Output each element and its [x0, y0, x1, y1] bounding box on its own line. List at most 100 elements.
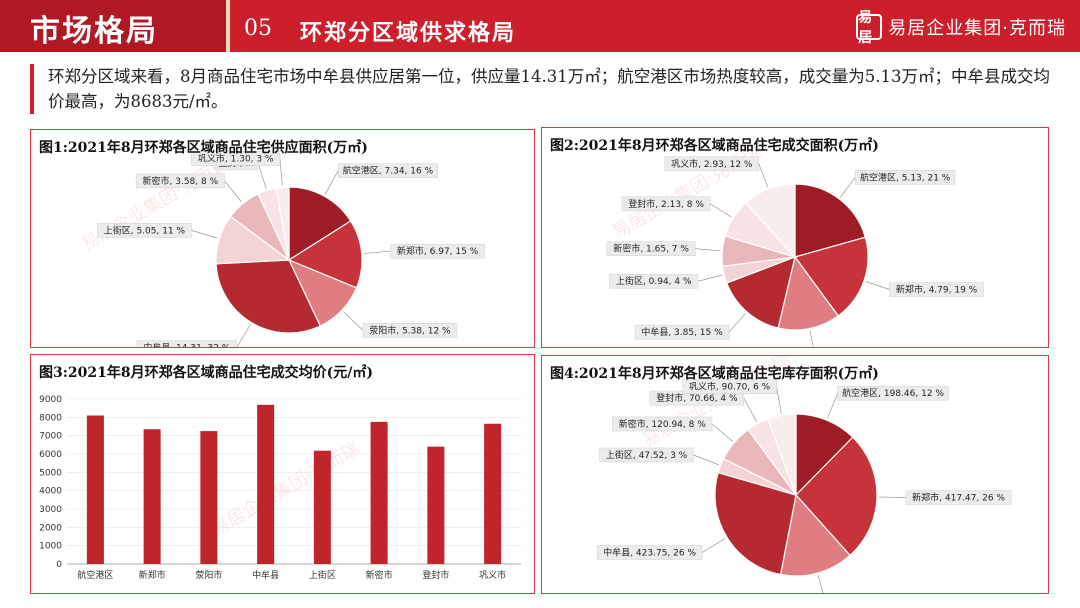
data-label-box — [362, 323, 458, 338]
bar — [370, 421, 388, 564]
leader-line — [776, 386, 782, 414]
leader-line — [743, 397, 757, 423]
data-label: 中牟县, 3.85, 15 % — [641, 326, 723, 338]
section-number: 05 — [244, 16, 272, 41]
x-tick-label: 上街区 — [309, 569, 336, 581]
leader-line — [865, 281, 890, 290]
data-label: 登封市, 70.66, 4 % — [656, 392, 738, 404]
x-tick-label: 新密市 — [366, 569, 393, 581]
leader-line — [363, 250, 391, 254]
bar — [427, 446, 445, 564]
pie-slice — [794, 236, 869, 317]
chart-panel-supply: 易居企业集团·克而瑞 航空港区, 7.34, 16 % 新郑市, 6.97, 15… — [30, 129, 535, 348]
pie-slice — [744, 183, 796, 259]
data-label: 中牟县, 14.31, 32 % — [143, 342, 231, 348]
data-label-box — [337, 163, 439, 178]
leader-line — [695, 248, 721, 252]
leader-line — [809, 330, 814, 347]
chart-title: 图4:2021年8月环郑各区域商品住宅库存面积(万㎡) — [550, 366, 879, 382]
price-bar-chart: 0 1000 2000 3000 4000 5000 6000 7000 8000 9000 航空港… — [39, 395, 521, 581]
data-label: 荥阳市, 5.38, 12 % — [369, 324, 451, 336]
leader-line — [817, 574, 824, 593]
y-tick-label: 2000 — [39, 523, 62, 533]
data-label-box — [136, 340, 237, 347]
leader-line — [191, 230, 218, 239]
chart-panel-inventory: 易居企业集团·克而瑞 航空港区, 198.46, 12 %新郑市, 417.47… — [541, 355, 1049, 594]
bar — [143, 429, 161, 564]
data-label: 上街区, 5.05, 11 % — [104, 224, 186, 236]
leader-line — [702, 538, 726, 553]
x-tick-label: 新郑市 — [139, 569, 166, 581]
leader-line — [878, 496, 906, 498]
y-tick-label: 1000 — [39, 542, 62, 552]
logo-mark-icon: 易居 — [856, 10, 883, 46]
data-label: 航空港区, 7.34, 16 % — [343, 165, 434, 177]
bar — [86, 415, 104, 564]
data-label: 新密市, 120.94, 8 % — [619, 418, 707, 430]
leader-line — [710, 203, 732, 218]
pie-slice — [795, 413, 854, 497]
logo-text: 易居企业集团·克而瑞 — [888, 18, 1066, 39]
y-tick-label: 0 — [56, 560, 62, 570]
data-label-box — [905, 490, 1012, 505]
bar — [484, 423, 502, 564]
data-label: 航空港区, 5.13, 21 % — [860, 171, 951, 183]
data-label: 登封市, 2.13, 8 % — [628, 198, 704, 210]
chart-title: 图3:2021年8月环郑各区域商品住宅成交均价(元/㎡) — [39, 365, 373, 381]
data-label-box — [390, 243, 485, 259]
data-label: 巩义市, 2.93, 12 % — [671, 158, 753, 170]
data-label-box — [135, 173, 225, 189]
data-label-box — [682, 379, 777, 394]
data-label: 巩义市, 1.30, 3 % — [198, 152, 274, 164]
summary-accent — [30, 64, 34, 114]
leader-line — [697, 274, 723, 282]
chart-title: 图1:2021年8月环郑各区域商品住宅供应面积(万㎡) — [39, 140, 368, 156]
pie-slice — [795, 436, 878, 557]
pie-slice — [215, 259, 322, 334]
data-label-box — [596, 545, 703, 560]
data-label-box — [612, 416, 713, 432]
section-title: 市场格局 — [30, 14, 158, 49]
x-tick-label: 登封市 — [422, 569, 449, 581]
pie-slice — [725, 256, 796, 329]
leader-line — [224, 180, 242, 203]
data-label-box — [664, 156, 760, 172]
bar — [257, 404, 275, 564]
company-logo: 易居 易居企业集团·克而瑞 — [856, 10, 1066, 46]
data-label: 新郑市, 417.47, 26 % — [912, 492, 1005, 504]
data-label: 上街区, 0.94, 4 % — [616, 275, 692, 287]
data-label: 新密市, 3.58, 8 % — [143, 175, 219, 187]
data-label-box — [634, 324, 730, 340]
data-label-box — [599, 447, 694, 463]
pie-slice — [794, 183, 867, 258]
y-tick-label: 4000 — [39, 487, 62, 497]
leader-line — [343, 311, 364, 331]
chart-panel-price: 易居企业集团·克而瑞 0 1000 2000 3000 4000 5000 6000 7000… — [30, 354, 535, 594]
data-label-box — [621, 196, 711, 212]
leader-line — [257, 162, 267, 189]
pie-slice — [287, 220, 363, 289]
x-tick-label: 航空港区 — [77, 569, 113, 581]
data-label-box — [837, 385, 949, 401]
pie-slice — [288, 186, 352, 262]
data-label: 中牟县, 423.75, 26 % — [603, 546, 696, 558]
data-label: 上街区, 47.52, 3 % — [606, 449, 688, 461]
leader-line — [324, 170, 339, 195]
y-tick-label: 6000 — [39, 450, 62, 460]
supply-pie-chart: 航空港区, 7.34, 16 % 新郑市, 6.97, 15 % 荥阳市, 5.38… — [97, 151, 485, 348]
x-tick-label: 中牟县 — [252, 569, 279, 581]
data-label: 新郑市, 4.79, 19 % — [896, 284, 978, 296]
x-tick-label: 荥阳市 — [195, 569, 222, 581]
data-label: 航空港区, 198.46, 12 % — [842, 387, 944, 399]
pie-slice — [779, 493, 851, 577]
pie-slice — [714, 471, 797, 576]
leader-line — [711, 423, 733, 442]
data-label-box — [609, 273, 699, 289]
pie-slice — [767, 413, 797, 496]
leader-line — [693, 454, 719, 466]
data-label: 巩义市, 90.70, 6 % — [689, 381, 771, 393]
bar — [200, 431, 218, 564]
pie-slice — [275, 186, 290, 261]
data-label-box — [191, 151, 281, 166]
section-tag: 市场格局 — [0, 0, 226, 52]
